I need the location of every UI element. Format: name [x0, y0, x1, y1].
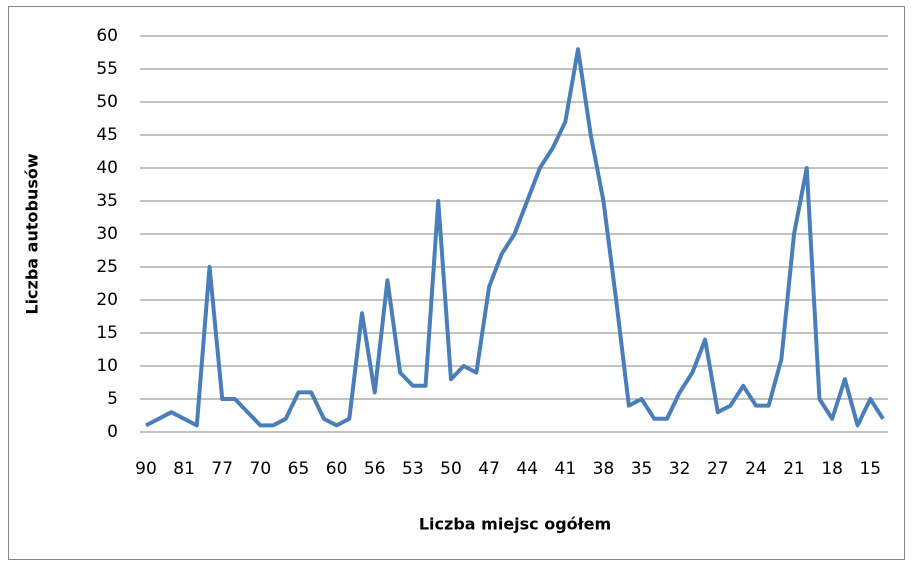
x-tick-label: 70 — [250, 459, 272, 479]
y-tick-label: 10 — [96, 356, 118, 376]
x-tick-label: 38 — [593, 459, 615, 479]
y-tick-label: 55 — [96, 59, 118, 79]
y-tick-label: 30 — [96, 224, 118, 244]
x-tick-label: 60 — [326, 459, 348, 479]
x-tick-label: 81 — [173, 459, 195, 479]
x-tick-label: 47 — [478, 459, 500, 479]
y-tick-label: 50 — [96, 92, 118, 112]
y-tick-label: 25 — [96, 257, 118, 277]
x-tick-label: 44 — [516, 459, 538, 479]
x-tick-label: 15 — [859, 459, 881, 479]
x-axis-title: Liczba miejsc ogółem — [419, 515, 611, 534]
x-tick-label: 27 — [707, 459, 729, 479]
y-tick-label: 35 — [96, 191, 118, 211]
y-axis-title: Liczba autobusów — [23, 153, 42, 314]
x-tick-label: 35 — [631, 459, 653, 479]
data-line — [145, 47, 885, 428]
y-tick-label: 60 — [96, 26, 118, 46]
y-tick-label: 40 — [96, 158, 118, 178]
x-tick-label: 41 — [555, 459, 577, 479]
x-tick-label: 53 — [402, 459, 424, 479]
x-tick-label: 32 — [669, 459, 691, 479]
x-tick-label: 90 — [135, 459, 157, 479]
x-tick-label: 18 — [821, 459, 843, 479]
y-tick-label: 45 — [96, 125, 118, 145]
x-tick-label: 50 — [440, 459, 462, 479]
y-tick-label: 5 — [107, 389, 118, 409]
chart-border — [8, 6, 905, 560]
y-tick-label: 0 — [107, 422, 118, 442]
x-tick-label: 21 — [783, 459, 805, 479]
x-tick-label: 56 — [364, 459, 386, 479]
x-tick-label: 65 — [288, 459, 310, 479]
y-tick-label: 15 — [96, 323, 118, 343]
y-tick-label: 20 — [96, 290, 118, 310]
x-tick-label: 77 — [211, 459, 233, 479]
x-tick-label: 24 — [745, 459, 767, 479]
